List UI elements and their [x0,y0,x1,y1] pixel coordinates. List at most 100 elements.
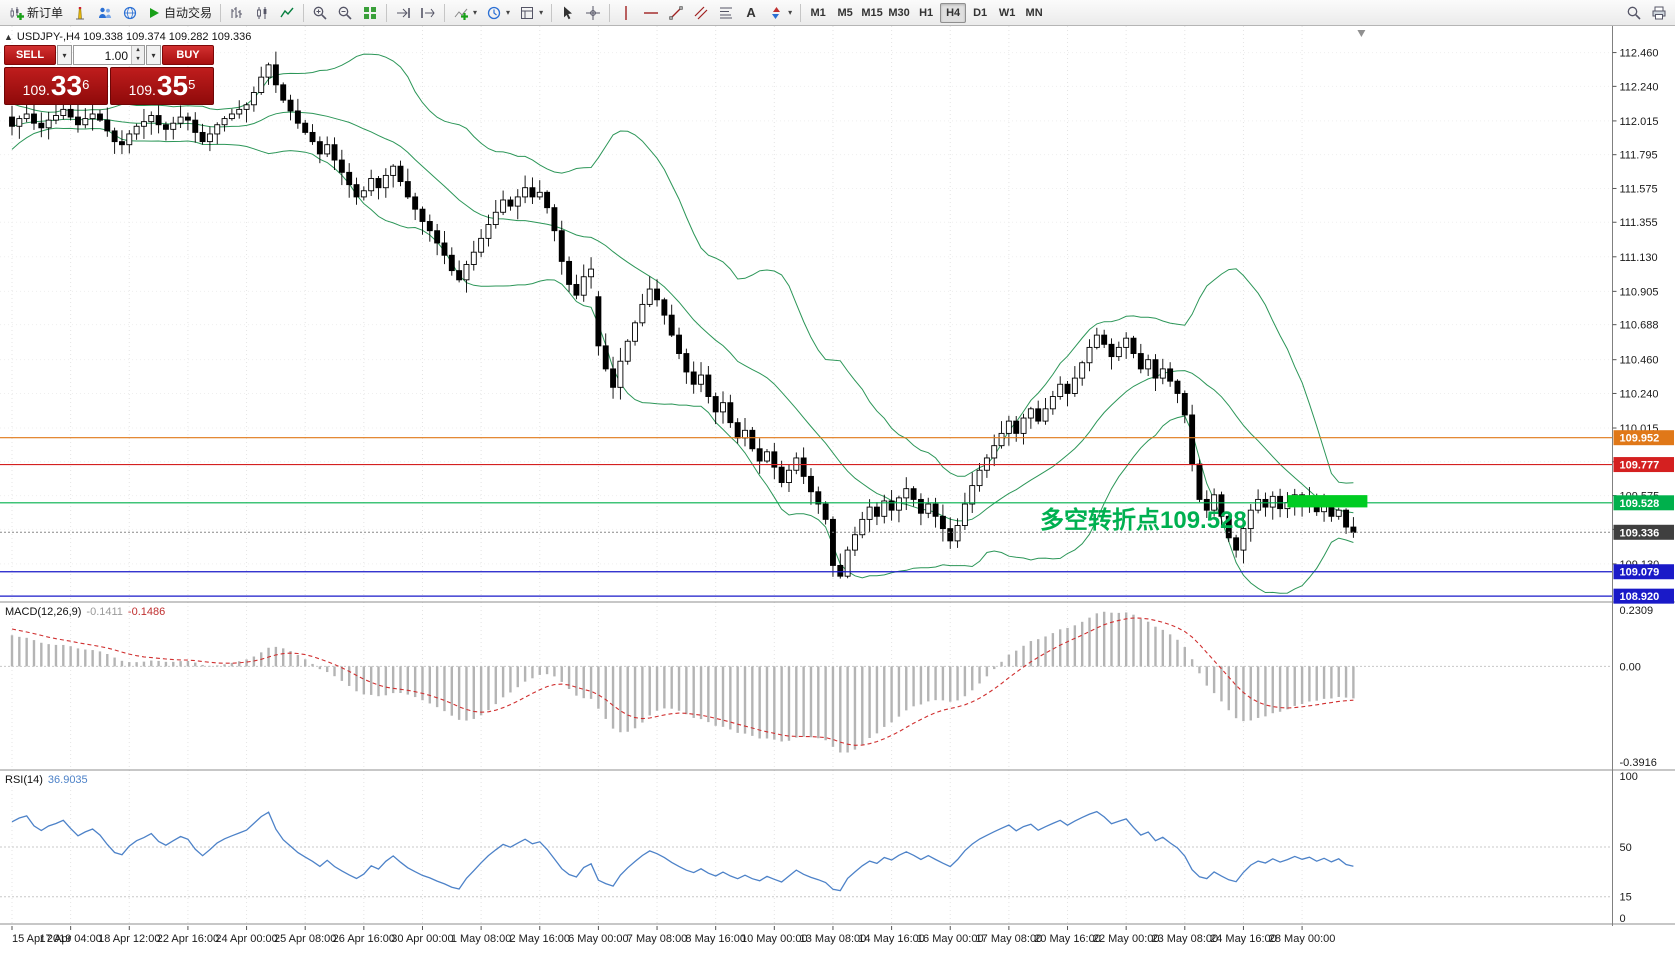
candlestick-chart-button[interactable] [250,2,274,24]
candle [1049,396,1056,410]
timeframe-m5[interactable]: M5 [832,3,858,23]
candle [214,124,221,135]
sell-dropdown-button[interactable]: ▾ [57,45,72,65]
macd-label: MACD(12,26,9) -0.1411 -0.1486 [5,606,165,618]
community-button[interactable] [118,2,142,24]
ask-price-button[interactable]: 109. 35 5 [110,67,214,105]
tile-windows-button[interactable] [358,2,382,24]
candle [895,497,902,511]
svg-text:109.528: 109.528 [1620,498,1660,510]
highlight-rectangle[interactable] [1287,495,1368,508]
timeframe-h4[interactable]: H4 [940,2,967,23]
candle [808,475,814,493]
candle [302,122,309,133]
candle [390,165,397,176]
fibonacci-button[interactable] [714,2,738,24]
candle [873,506,880,517]
line-chart-button[interactable] [275,2,299,24]
market-button[interactable] [68,2,92,24]
candle [331,144,338,161]
indicators-button[interactable]: ▾ [449,2,481,24]
volume-up-button[interactable]: ▴ [132,46,144,55]
candle [82,118,89,126]
price-tick-label: 112.460 [1620,48,1659,60]
volume-input[interactable]: 1.00 ▴ ▾ [73,45,145,65]
timeframe-mn[interactable]: MN [1021,3,1047,23]
candles-layer [9,51,1357,579]
rsi-label: RSI(14) 36.9035 [5,774,88,786]
chart-shift-button[interactable] [416,2,440,24]
autotrading-button[interactable]: 自动交易 [143,2,216,24]
candle [1079,362,1086,379]
timeframe-w1[interactable]: W1 [994,3,1020,23]
volume-down-button[interactable]: ▾ [132,55,144,64]
timeframe-h1[interactable]: H1 [913,3,939,23]
zoom-in-button[interactable] [308,2,332,24]
candle [412,196,419,210]
periods-button[interactable]: ▾ [482,2,514,24]
timeframe-d1[interactable]: D1 [967,3,993,23]
date-tick-label: 23 May 08:00 [1151,933,1218,945]
candle [89,113,96,120]
bid-price-button[interactable]: 109. 33 6 [4,67,108,105]
date-tick-label: 8 May 16:00 [685,933,746,945]
channel-button[interactable] [689,2,713,24]
text-button[interactable]: A [739,2,763,24]
bar-chart-button[interactable] [225,2,249,24]
candle [727,402,734,424]
candle [1071,377,1078,394]
chevron-down-icon: ▾ [788,8,793,17]
candle [1189,414,1196,465]
candle [294,110,301,124]
buy-dropdown-button[interactable]: ▾ [146,45,161,65]
volume-value[interactable]: 1.00 [104,49,128,63]
candle [60,108,67,116]
globe-icon [123,6,137,19]
rsi-axis-label: 15 [1620,892,1632,904]
candle [837,564,844,577]
chart-shift-marker-icon[interactable] [1357,30,1366,37]
timeframe-m1[interactable]: M1 [805,3,831,23]
chart-annotation-text[interactable]: 多空转折点109.528 [1040,507,1247,534]
date-tick-label: 25 Apr 08:00 [274,933,336,945]
vertical-line-button[interactable] [614,2,638,24]
auto-scroll-button[interactable] [391,2,415,24]
rsi-name: RSI(14) [5,774,43,786]
search-button[interactable] [1622,2,1646,24]
candle [661,299,668,316]
timeframe-m30[interactable]: M30 [886,3,912,23]
candle [448,254,455,272]
people-icon [99,7,112,18]
arrows-button[interactable]: ▾ [764,2,796,24]
horizontal-line-button[interactable] [639,2,663,24]
text-tool-icon: A [746,5,756,20]
signals-button[interactable] [93,2,117,24]
price-tick-label: 111.795 [1620,150,1658,162]
candle [881,500,888,517]
bollinger-bands [11,53,1354,594]
one-click-panel-toggle[interactable]: ▲ [4,32,13,42]
print-button[interactable] [1647,2,1671,24]
new-order-button[interactable]: 新订单 [4,2,67,24]
candle [646,288,653,305]
sell-button[interactable]: SELL [4,45,56,65]
candle [258,76,265,93]
candle [991,445,998,459]
buy-button[interactable]: BUY [162,45,214,65]
template-icon [521,6,534,19]
crosshair-button[interactable] [581,2,605,24]
chart-shift-icon [421,7,435,18]
cursor-button[interactable] [556,2,580,24]
timeframe-m15[interactable]: M15 [859,3,885,23]
ask-big-digits: 35 [156,70,189,101]
templates-button[interactable]: ▾ [515,2,547,24]
candle [932,503,939,517]
trendline-button[interactable] [664,2,688,24]
horizontal-line-objects[interactable] [0,437,1612,597]
candle [280,84,287,101]
candle [316,141,323,155]
zoom-out-button[interactable] [333,2,357,24]
price-tick-label: 111.355 [1620,217,1658,229]
